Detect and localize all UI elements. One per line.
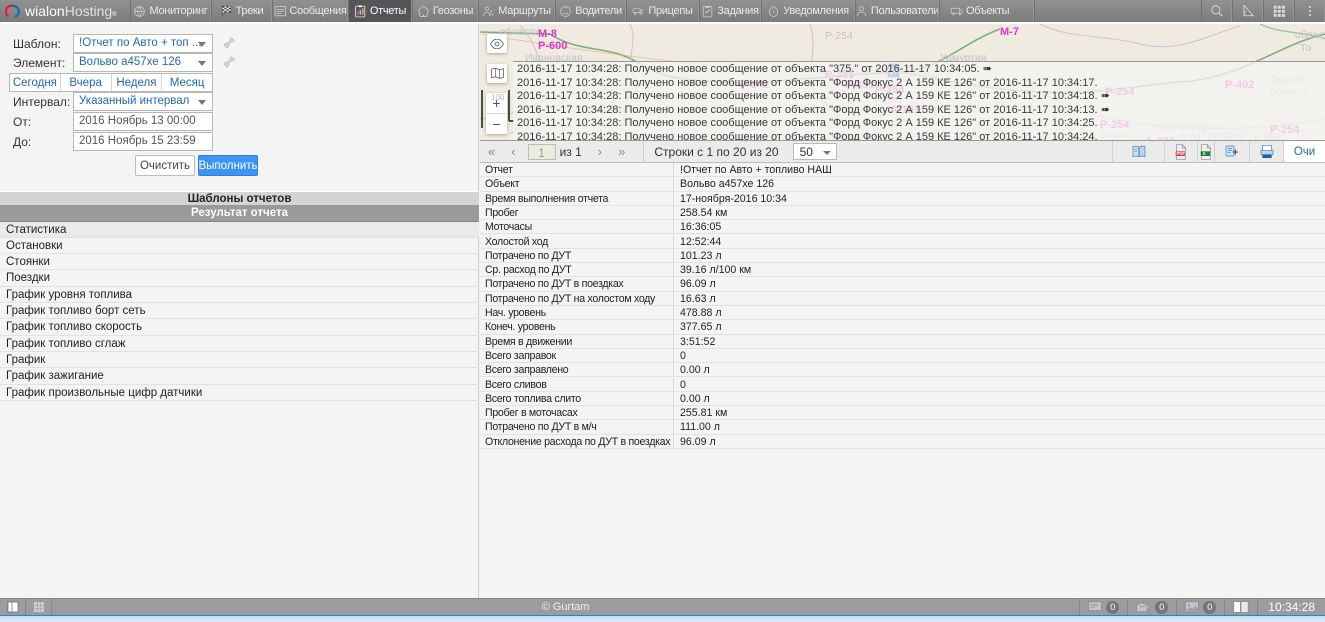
- svg-text:PDF: PDF: [1177, 151, 1186, 156]
- svg-text:100: 100: [491, 93, 505, 102]
